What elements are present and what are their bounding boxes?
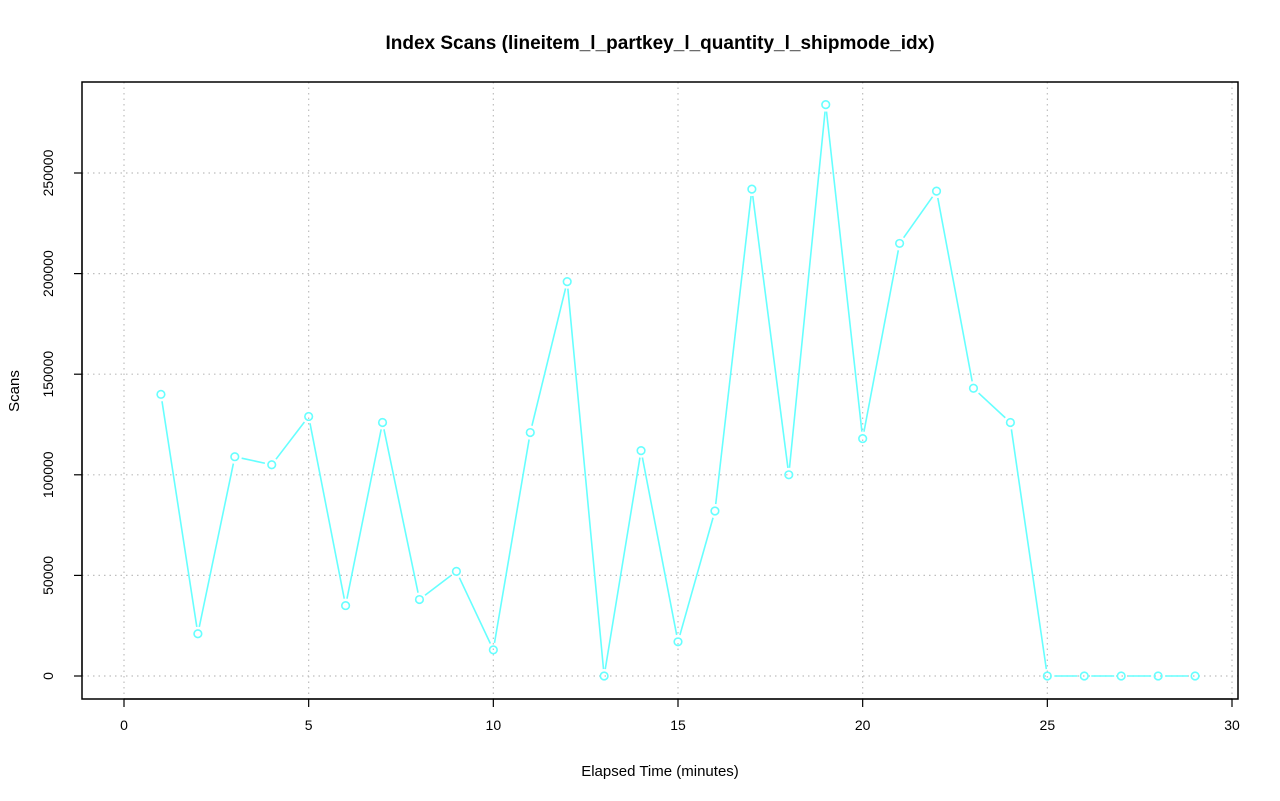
y-tick-label: 100000 xyxy=(40,451,56,498)
data-point xyxy=(488,645,498,655)
data-point xyxy=(304,411,314,422)
data-point xyxy=(1079,671,1089,681)
data-point xyxy=(636,446,646,456)
y-tick-label: 150000 xyxy=(40,351,56,398)
data-point xyxy=(1153,671,1163,681)
data-point xyxy=(414,594,425,605)
series-segment xyxy=(863,250,900,432)
data-point xyxy=(1005,417,1016,428)
series-segment xyxy=(679,517,714,636)
x-tick-label: 30 xyxy=(1224,717,1240,733)
y-axis-title: Scans xyxy=(6,370,23,412)
data-point xyxy=(451,566,462,576)
data-point xyxy=(894,238,905,249)
x-tick-label: 5 xyxy=(305,717,313,733)
data-point xyxy=(673,637,683,647)
data-point xyxy=(156,389,166,399)
data-point xyxy=(267,460,277,470)
series-segment xyxy=(424,574,452,596)
series-segment xyxy=(198,463,235,628)
series-segment xyxy=(825,111,863,432)
y-axis: 0 50000 100000 150000 200000 250000 xyxy=(40,149,83,680)
data-point xyxy=(377,417,388,428)
series-segment xyxy=(641,457,678,636)
series-segment xyxy=(458,577,492,644)
data-point xyxy=(821,99,831,110)
data-point xyxy=(193,629,203,639)
series-segment xyxy=(604,457,641,670)
chart-title: Index Scans (lineitem_l_partkey_l_quanti… xyxy=(385,33,934,54)
grid-layer xyxy=(82,82,1238,699)
plot-frame xyxy=(81,81,1239,700)
data-point xyxy=(858,433,868,444)
x-tick-label: 10 xyxy=(486,717,502,733)
data-point xyxy=(562,277,572,287)
x-tick-label: 20 xyxy=(855,717,871,733)
series-segment xyxy=(531,288,567,426)
y-tick-label: 50000 xyxy=(40,556,56,595)
series-layer xyxy=(156,99,1200,681)
x-axis: 0 5 10 15 20 25 30 xyxy=(120,698,1240,733)
series-segment xyxy=(241,457,266,465)
y-tick-label: 200000 xyxy=(40,250,56,297)
y-tick-label: 0 xyxy=(40,672,56,680)
x-tick-label: 25 xyxy=(1040,717,1056,733)
data-point xyxy=(710,506,720,516)
data-point xyxy=(747,184,757,194)
data-point xyxy=(230,452,240,462)
series-segment xyxy=(383,429,419,593)
data-point xyxy=(1116,671,1126,681)
data-point xyxy=(968,383,979,393)
series-segment xyxy=(275,421,306,460)
series-segment xyxy=(978,392,1006,419)
x-tick-label: 15 xyxy=(670,717,686,733)
series-segment xyxy=(346,429,382,599)
series-line xyxy=(161,111,1189,677)
data-point xyxy=(931,186,942,196)
data-point xyxy=(1042,671,1052,681)
data-point xyxy=(599,671,609,681)
x-tick-label: 0 xyxy=(120,717,128,733)
y-tick-label: 250000 xyxy=(40,149,56,196)
series-segment xyxy=(161,401,198,627)
x-axis-title: Elapsed Time (minutes) xyxy=(581,763,739,780)
series-segment xyxy=(309,423,346,599)
series-segment xyxy=(567,288,605,670)
series-segment xyxy=(788,111,826,468)
data-point xyxy=(525,427,535,438)
series-segment xyxy=(902,196,934,239)
series-segment xyxy=(714,195,752,505)
data-point xyxy=(341,600,351,611)
series-segment xyxy=(493,439,530,644)
series-segment xyxy=(751,195,789,468)
data-point xyxy=(784,470,794,480)
series-segment xyxy=(1010,429,1048,670)
data-point xyxy=(1190,671,1200,681)
series-segment xyxy=(937,197,973,382)
